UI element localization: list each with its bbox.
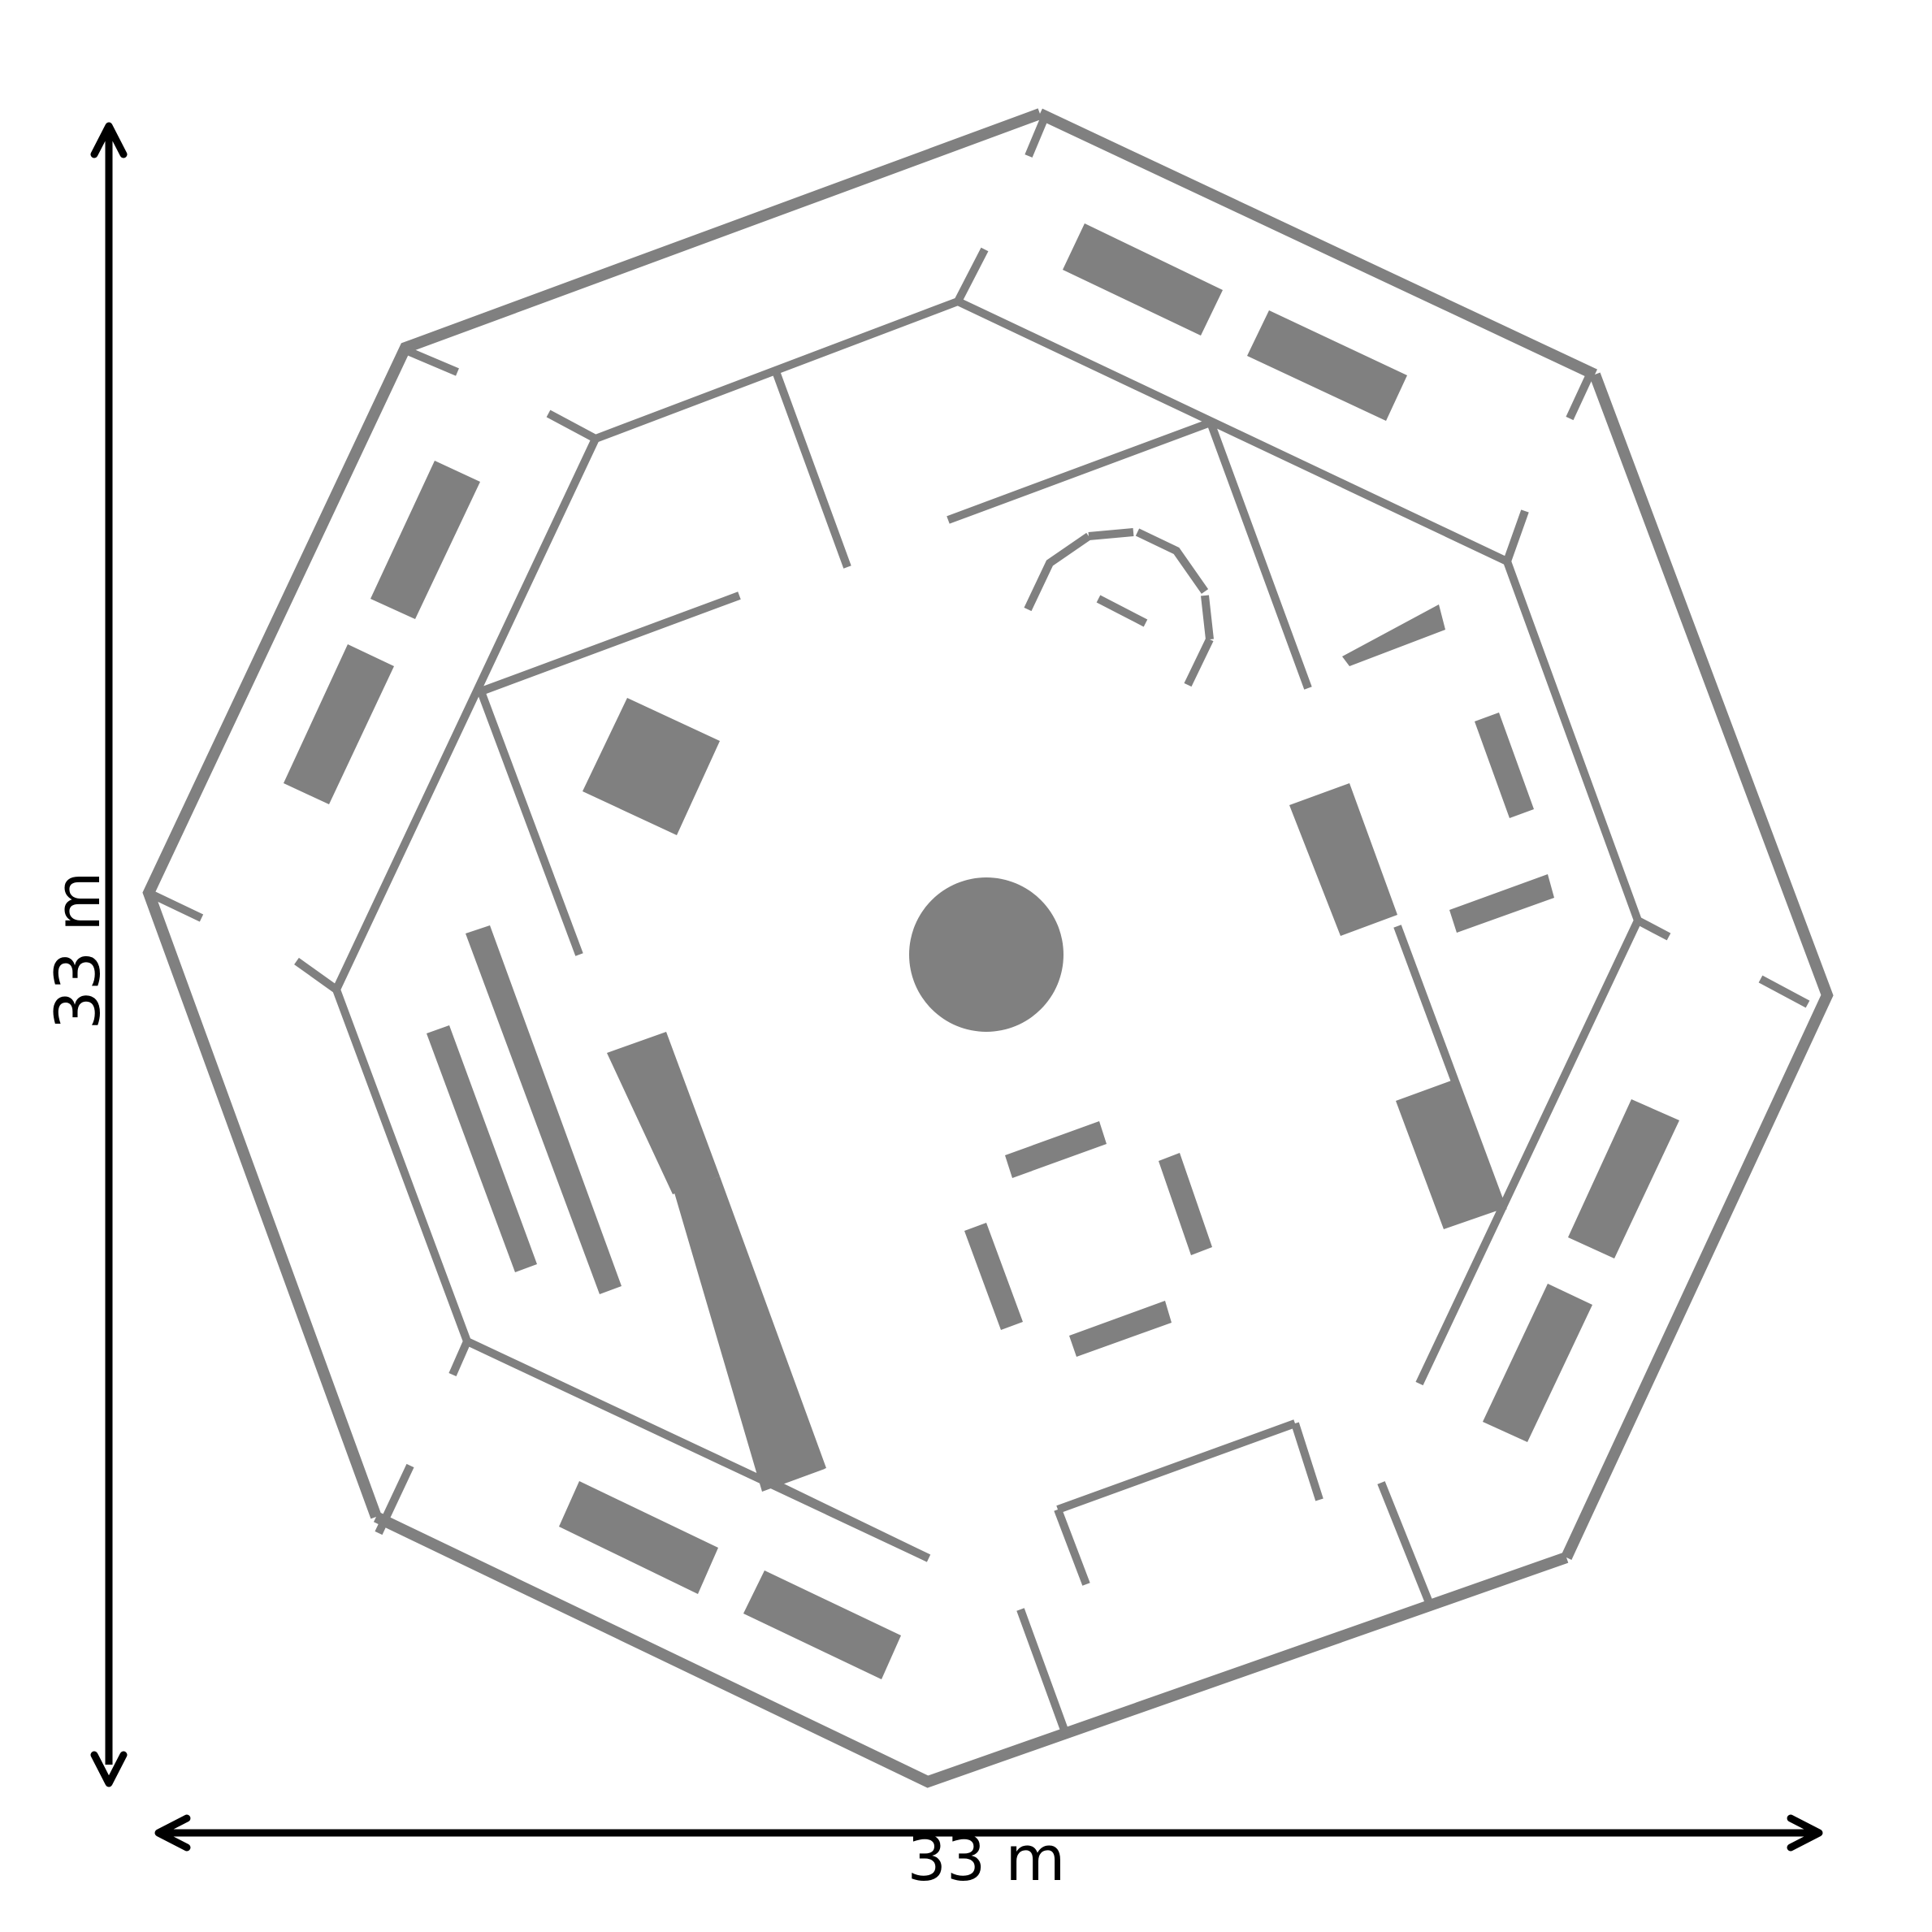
vertical-arrow-bottom bbox=[90, 1751, 128, 1787]
horizontal-dimension: 33 m bbox=[154, 1814, 1823, 1895]
interior-walls bbox=[477, 372, 1507, 1734]
curved-room-walls bbox=[1024, 528, 1214, 687]
width-label: 33 m bbox=[908, 1822, 1066, 1895]
vertical-dimension: 33 m bbox=[41, 122, 128, 1787]
furniture-blocks bbox=[284, 223, 1679, 1679]
height-label: 33 m bbox=[41, 872, 114, 1030]
ring-connector-walls bbox=[146, 119, 1810, 1536]
outer-wall bbox=[142, 108, 1834, 1788]
central-column bbox=[909, 877, 1063, 1032]
horizontal-arrow-right bbox=[1787, 1814, 1823, 1852]
vertical-arrow-top bbox=[90, 122, 128, 158]
horizontal-arrow-left bbox=[154, 1814, 191, 1852]
